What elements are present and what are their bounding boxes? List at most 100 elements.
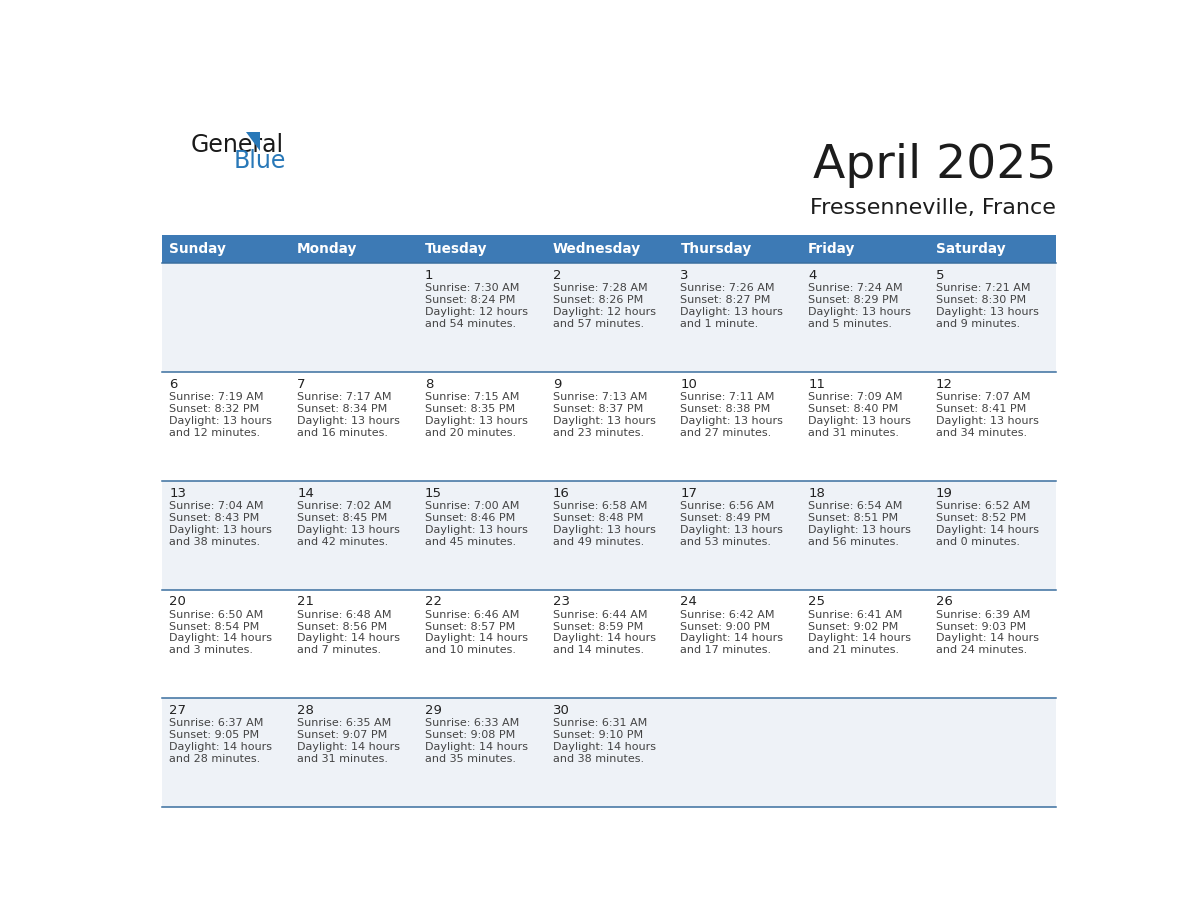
- Text: Sunset: 8:24 PM: Sunset: 8:24 PM: [425, 296, 516, 306]
- Text: Friday: Friday: [808, 242, 855, 256]
- Text: Daylight: 13 hours: Daylight: 13 hours: [936, 416, 1038, 426]
- Text: 4: 4: [808, 269, 816, 282]
- Text: Sunset: 8:29 PM: Sunset: 8:29 PM: [808, 296, 898, 306]
- Text: Sunrise: 7:02 AM: Sunrise: 7:02 AM: [297, 501, 392, 510]
- Text: Sunset: 8:30 PM: Sunset: 8:30 PM: [936, 296, 1026, 306]
- Bar: [162, 481, 1056, 589]
- Text: 3: 3: [681, 269, 689, 282]
- Text: and 3 minutes.: and 3 minutes.: [170, 645, 253, 655]
- Text: Sunset: 8:46 PM: Sunset: 8:46 PM: [425, 513, 516, 522]
- Text: Daylight: 14 hours: Daylight: 14 hours: [170, 633, 272, 644]
- Text: and 56 minutes.: and 56 minutes.: [808, 537, 899, 546]
- Text: Wednesday: Wednesday: [552, 242, 640, 256]
- Text: and 23 minutes.: and 23 minutes.: [552, 428, 644, 438]
- Text: Sunrise: 7:15 AM: Sunrise: 7:15 AM: [425, 392, 519, 402]
- Text: Sunday: Sunday: [170, 242, 226, 256]
- Text: Daylight: 14 hours: Daylight: 14 hours: [552, 633, 656, 644]
- Bar: [672, 235, 801, 263]
- Text: Sunrise: 6:39 AM: Sunrise: 6:39 AM: [936, 610, 1030, 620]
- Text: Sunrise: 7:24 AM: Sunrise: 7:24 AM: [808, 284, 903, 294]
- Text: and 24 minutes.: and 24 minutes.: [936, 645, 1028, 655]
- Text: and 31 minutes.: and 31 minutes.: [297, 754, 388, 764]
- Text: Fressenneville, France: Fressenneville, France: [810, 198, 1056, 218]
- Text: and 38 minutes.: and 38 minutes.: [552, 754, 644, 764]
- Text: and 38 minutes.: and 38 minutes.: [170, 537, 260, 546]
- Text: Sunrise: 6:41 AM: Sunrise: 6:41 AM: [808, 610, 903, 620]
- Text: Sunset: 8:37 PM: Sunset: 8:37 PM: [552, 404, 643, 414]
- Text: and 21 minutes.: and 21 minutes.: [808, 645, 899, 655]
- Text: Daylight: 13 hours: Daylight: 13 hours: [808, 416, 911, 426]
- Text: Monday: Monday: [297, 242, 358, 256]
- Text: 24: 24: [681, 596, 697, 609]
- Text: Sunset: 9:05 PM: Sunset: 9:05 PM: [170, 730, 259, 740]
- Text: Blue: Blue: [234, 150, 286, 174]
- Text: Sunset: 8:27 PM: Sunset: 8:27 PM: [681, 296, 771, 306]
- Text: Sunset: 8:45 PM: Sunset: 8:45 PM: [297, 513, 387, 522]
- Bar: [801, 235, 928, 263]
- Text: Sunrise: 7:07 AM: Sunrise: 7:07 AM: [936, 392, 1030, 402]
- Text: 7: 7: [297, 378, 305, 391]
- Text: Sunrise: 6:50 AM: Sunrise: 6:50 AM: [170, 610, 264, 620]
- Text: General: General: [191, 133, 284, 157]
- Text: and 20 minutes.: and 20 minutes.: [425, 428, 516, 438]
- Text: 8: 8: [425, 378, 434, 391]
- Text: Daylight: 14 hours: Daylight: 14 hours: [681, 633, 783, 644]
- Text: 21: 21: [297, 596, 314, 609]
- Text: Sunrise: 6:48 AM: Sunrise: 6:48 AM: [297, 610, 392, 620]
- Text: Sunset: 8:59 PM: Sunset: 8:59 PM: [552, 621, 643, 632]
- Text: 16: 16: [552, 487, 569, 499]
- Text: 29: 29: [425, 704, 442, 717]
- Text: Sunset: 8:43 PM: Sunset: 8:43 PM: [170, 513, 260, 522]
- Text: Sunrise: 7:00 AM: Sunrise: 7:00 AM: [425, 501, 519, 510]
- Text: Daylight: 13 hours: Daylight: 13 hours: [808, 525, 911, 534]
- Text: Sunrise: 7:30 AM: Sunrise: 7:30 AM: [425, 284, 519, 294]
- Bar: [417, 235, 545, 263]
- Text: and 53 minutes.: and 53 minutes.: [681, 537, 771, 546]
- Text: 19: 19: [936, 487, 953, 499]
- Text: and 0 minutes.: and 0 minutes.: [936, 537, 1020, 546]
- Text: Daylight: 14 hours: Daylight: 14 hours: [170, 742, 272, 752]
- Text: Sunrise: 7:09 AM: Sunrise: 7:09 AM: [808, 392, 903, 402]
- Text: and 54 minutes.: and 54 minutes.: [425, 319, 516, 330]
- Text: Sunrise: 6:31 AM: Sunrise: 6:31 AM: [552, 718, 647, 728]
- Text: and 57 minutes.: and 57 minutes.: [552, 319, 644, 330]
- Bar: [162, 372, 1056, 481]
- Text: Daylight: 13 hours: Daylight: 13 hours: [681, 416, 783, 426]
- Text: 9: 9: [552, 378, 561, 391]
- Text: and 1 minute.: and 1 minute.: [681, 319, 759, 330]
- Text: Daylight: 12 hours: Daylight: 12 hours: [425, 308, 527, 318]
- Text: Sunset: 8:32 PM: Sunset: 8:32 PM: [170, 404, 260, 414]
- Text: Sunrise: 7:19 AM: Sunrise: 7:19 AM: [170, 392, 264, 402]
- Text: Sunset: 8:49 PM: Sunset: 8:49 PM: [681, 513, 771, 522]
- Text: Sunset: 9:02 PM: Sunset: 9:02 PM: [808, 621, 898, 632]
- Text: Sunset: 8:56 PM: Sunset: 8:56 PM: [297, 621, 387, 632]
- Text: Daylight: 13 hours: Daylight: 13 hours: [425, 416, 527, 426]
- Text: Sunrise: 6:56 AM: Sunrise: 6:56 AM: [681, 501, 775, 510]
- Text: Sunrise: 6:42 AM: Sunrise: 6:42 AM: [681, 610, 775, 620]
- Bar: [162, 699, 1056, 807]
- Bar: [162, 263, 1056, 372]
- Text: and 31 minutes.: and 31 minutes.: [808, 428, 899, 438]
- Text: Sunset: 8:34 PM: Sunset: 8:34 PM: [297, 404, 387, 414]
- Text: Sunrise: 6:35 AM: Sunrise: 6:35 AM: [297, 718, 391, 728]
- Text: Sunset: 9:07 PM: Sunset: 9:07 PM: [297, 730, 387, 740]
- Text: Sunrise: 6:37 AM: Sunrise: 6:37 AM: [170, 718, 264, 728]
- Text: 27: 27: [170, 704, 187, 717]
- Text: Sunrise: 7:17 AM: Sunrise: 7:17 AM: [297, 392, 392, 402]
- Text: and 34 minutes.: and 34 minutes.: [936, 428, 1028, 438]
- Text: and 12 minutes.: and 12 minutes.: [170, 428, 260, 438]
- Text: and 45 minutes.: and 45 minutes.: [425, 537, 516, 546]
- Text: Daylight: 14 hours: Daylight: 14 hours: [936, 525, 1040, 534]
- Text: Daylight: 14 hours: Daylight: 14 hours: [552, 742, 656, 752]
- Text: Daylight: 13 hours: Daylight: 13 hours: [425, 525, 527, 534]
- Text: Sunset: 8:35 PM: Sunset: 8:35 PM: [425, 404, 516, 414]
- Text: and 16 minutes.: and 16 minutes.: [297, 428, 388, 438]
- Text: Sunrise: 7:04 AM: Sunrise: 7:04 AM: [170, 501, 264, 510]
- Text: Daylight: 13 hours: Daylight: 13 hours: [170, 416, 272, 426]
- Text: 12: 12: [936, 378, 953, 391]
- Text: 13: 13: [170, 487, 187, 499]
- Text: and 7 minutes.: and 7 minutes.: [297, 645, 381, 655]
- Text: Sunset: 8:40 PM: Sunset: 8:40 PM: [808, 404, 898, 414]
- Text: 17: 17: [681, 487, 697, 499]
- Text: Sunset: 8:54 PM: Sunset: 8:54 PM: [170, 621, 260, 632]
